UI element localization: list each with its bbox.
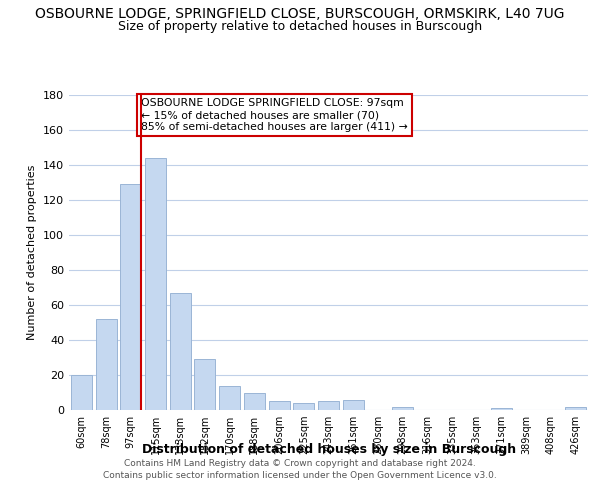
Bar	[491, 408, 512, 410]
Bar	[95, 319, 116, 410]
Bar	[219, 386, 240, 410]
Bar	[120, 184, 141, 410]
Bar	[244, 392, 265, 410]
Text: Distribution of detached houses by size in Burscough: Distribution of detached houses by size …	[142, 442, 516, 456]
Y-axis label: Number of detached properties: Number of detached properties	[28, 165, 37, 340]
Bar	[170, 292, 191, 410]
Text: OSBOURNE LODGE SPRINGFIELD CLOSE: 97sqm
← 15% of detached houses are smaller (70: OSBOURNE LODGE SPRINGFIELD CLOSE: 97sqm …	[141, 98, 408, 132]
Bar	[343, 400, 364, 410]
Bar	[71, 375, 92, 410]
Text: OSBOURNE LODGE, SPRINGFIELD CLOSE, BURSCOUGH, ORMSKIRK, L40 7UG: OSBOURNE LODGE, SPRINGFIELD CLOSE, BURSC…	[35, 8, 565, 22]
Bar	[269, 401, 290, 410]
Bar	[145, 158, 166, 410]
Bar	[565, 406, 586, 410]
Bar	[318, 401, 339, 410]
Bar	[194, 359, 215, 410]
Bar	[392, 406, 413, 410]
Text: Size of property relative to detached houses in Burscough: Size of property relative to detached ho…	[118, 20, 482, 33]
Text: Contains HM Land Registry data © Crown copyright and database right 2024.
Contai: Contains HM Land Registry data © Crown c…	[103, 458, 497, 480]
Bar	[293, 403, 314, 410]
